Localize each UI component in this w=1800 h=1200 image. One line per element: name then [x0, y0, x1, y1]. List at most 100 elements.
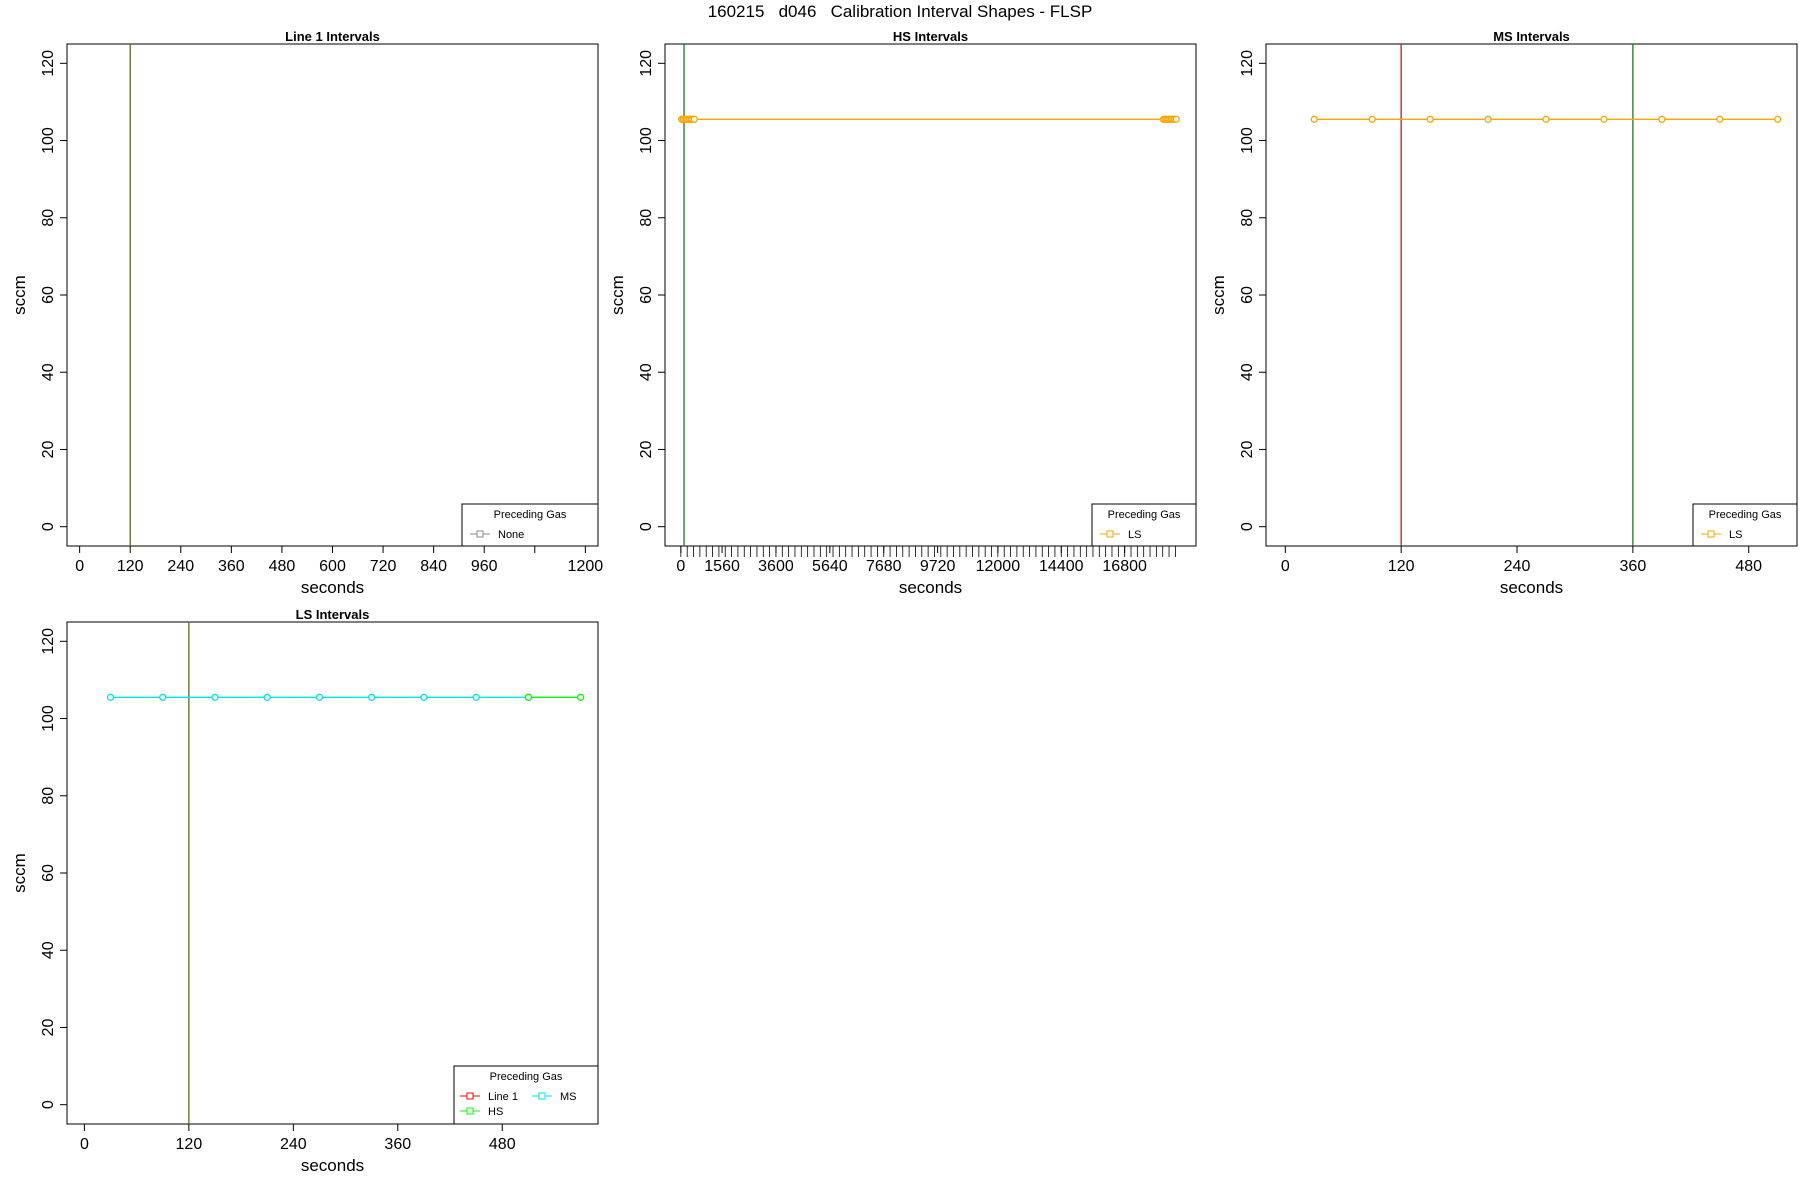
- data-point: [106, 693, 115, 701]
- data-point: [263, 693, 271, 701]
- chart-title: Line 1 Intervals: [285, 29, 380, 44]
- y-tick-label: 120: [40, 50, 57, 77]
- x-tick-label: 480: [1735, 558, 1762, 575]
- x-tick-label: 840: [420, 558, 447, 575]
- data-point: [524, 693, 533, 701]
- y-tick-label: 20: [40, 440, 57, 458]
- data-point: [1716, 115, 1724, 123]
- legend-swatch-marker: [466, 1092, 474, 1100]
- ms-intervals-chart: MS Intervals 0 120 240 360 480 0 20 40 60 80 100 120…: [1209, 29, 1798, 597]
- y-tick-label: 60: [40, 286, 57, 304]
- data-point: [1774, 115, 1782, 123]
- y-tick-label: 80: [638, 209, 655, 227]
- data-point: [315, 693, 324, 701]
- chart-title: LS Intervals: [296, 607, 370, 622]
- y-axis-label: sccm: [1209, 275, 1228, 315]
- x-tick-label: 0: [1281, 558, 1290, 575]
- data-point: [211, 693, 219, 701]
- y-tick-label: 40: [40, 941, 57, 959]
- x-tick-label: 240: [167, 558, 194, 575]
- data-point: [472, 693, 480, 701]
- x-tick-label: 12000: [976, 558, 1021, 575]
- x-tick-label: 0: [80, 1136, 89, 1153]
- x-tick-label: 480: [489, 1136, 516, 1153]
- x-tick-label: 1200: [568, 558, 604, 575]
- y-tick-label: 100: [1239, 127, 1256, 154]
- legend-entry-label: LS: [1729, 529, 1742, 541]
- x-tick-label: 240: [1504, 558, 1531, 575]
- legend-title: Preceding Gas: [494, 509, 567, 521]
- data-point: [1310, 115, 1318, 123]
- x-tick-label: 7680: [866, 558, 902, 575]
- data-point: [1172, 115, 1180, 123]
- legend-entry-label: MS: [560, 1091, 577, 1103]
- y-tick-label: 20: [638, 440, 655, 458]
- x-tick-label: 120: [117, 558, 144, 575]
- y-tick-label: 100: [40, 705, 57, 732]
- legend-entry-label: HS: [488, 1106, 503, 1118]
- x-tick-label: 360: [218, 558, 245, 575]
- y-axis-label: sccm: [10, 853, 29, 893]
- x-tick-label: 14400: [1039, 558, 1084, 575]
- data-point: [1484, 115, 1492, 123]
- y-tick-label: 60: [1239, 286, 1256, 304]
- hs-intervals-chart: HS Intervals 0 1560 3600 5640 7680 9720 12000 14…: [608, 29, 1197, 597]
- x-tick-label: 360: [1620, 558, 1647, 575]
- data-point: [1426, 115, 1434, 123]
- y-tick-label: 0: [40, 522, 57, 531]
- y-tick-label: 0: [1239, 522, 1256, 531]
- data-point: [1600, 115, 1608, 123]
- x-tick-label: 720: [370, 558, 397, 575]
- legend-title: Preceding Gas: [490, 1071, 563, 1083]
- x-axis-label: seconds: [301, 578, 364, 597]
- y-tick-label: 0: [40, 1100, 57, 1109]
- legend-swatch-marker: [1707, 530, 1715, 538]
- y-tick-label: 80: [40, 787, 57, 805]
- legend-entry-label: None: [498, 529, 524, 541]
- legend-swatch-marker: [1106, 530, 1114, 538]
- y-tick-label: 100: [638, 127, 655, 154]
- x-axis-label: seconds: [1500, 578, 1563, 597]
- legend-swatch-marker: [466, 1107, 474, 1115]
- x-axis-label: seconds: [899, 578, 962, 597]
- y-tick-label: 60: [638, 286, 655, 304]
- legend-box: [461, 503, 599, 547]
- y-tick-label: 120: [40, 628, 57, 655]
- x-tick-label: 5640: [812, 558, 848, 575]
- x-tick-label: 9720: [920, 558, 956, 575]
- y-axis-label: sccm: [608, 275, 627, 315]
- data-point: [1542, 115, 1550, 123]
- data-point: [159, 693, 167, 701]
- x-tick-label: 240: [280, 1136, 307, 1153]
- plot-frame: [66, 43, 599, 547]
- y-tick-label: 80: [1239, 209, 1256, 227]
- y-tick-label: 20: [40, 1018, 57, 1036]
- x-tick-label: 960: [471, 558, 498, 575]
- y-axis-label: sccm: [10, 275, 29, 315]
- y-tick-label: 120: [638, 50, 655, 77]
- y-tick-label: 100: [40, 127, 57, 154]
- y-tick-label: 40: [638, 363, 655, 381]
- x-tick-label: 600: [319, 558, 346, 575]
- legend-box: [453, 1065, 599, 1125]
- x-tick-label: 1560: [704, 558, 740, 575]
- chart-title: MS Intervals: [1493, 29, 1570, 44]
- legend-entry-label: LS: [1128, 529, 1141, 541]
- y-tick-label: 40: [1239, 363, 1256, 381]
- x-tick-label: 0: [75, 558, 84, 575]
- data-point: [1658, 115, 1666, 123]
- data-point: [576, 693, 585, 701]
- legend-title: Preceding Gas: [1709, 509, 1782, 521]
- data-point: [368, 693, 376, 701]
- x-axis-label: seconds: [301, 1156, 364, 1175]
- x-tick-label: 120: [1388, 558, 1415, 575]
- x-tick-label: 16800: [1102, 558, 1147, 575]
- x-tick-label: 0: [676, 558, 685, 575]
- legend-swatch-marker: [538, 1092, 546, 1100]
- y-tick-label: 20: [1239, 440, 1256, 458]
- y-tick-label: 120: [1239, 50, 1256, 77]
- y-tick-label: 60: [40, 864, 57, 882]
- y-tick-label: 0: [638, 522, 655, 531]
- data-point: [420, 693, 428, 701]
- x-tick-label: 120: [176, 1136, 203, 1153]
